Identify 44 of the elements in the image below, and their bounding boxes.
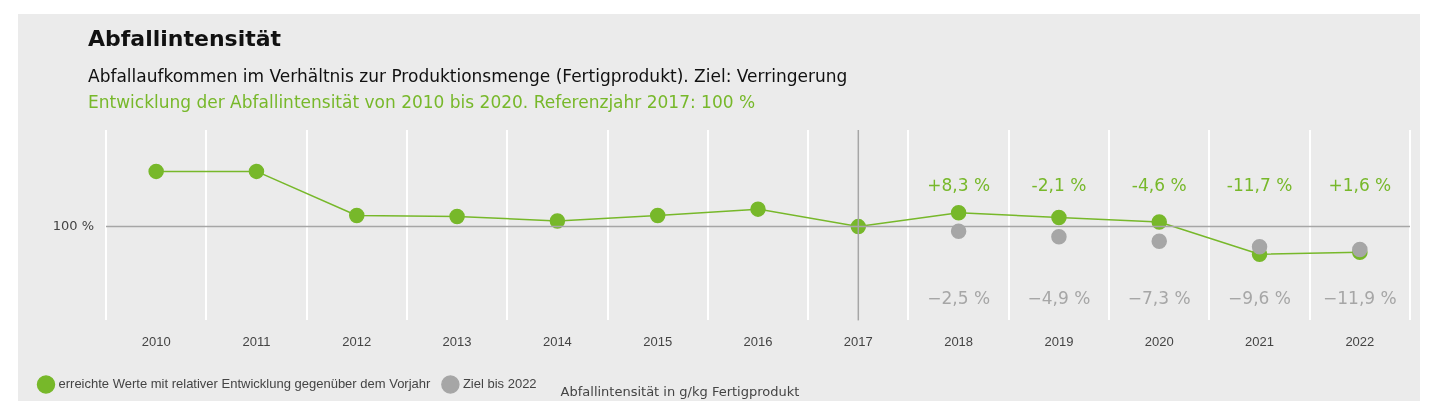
x-tick-label: 2019 bbox=[1044, 333, 1074, 349]
point bbox=[649, 207, 666, 224]
x-tick-label: 2016 bbox=[743, 333, 773, 349]
text: −4,9 % bbox=[1027, 288, 1091, 309]
chart-title: Abfallintensität bbox=[88, 26, 282, 51]
point bbox=[950, 205, 967, 221]
point bbox=[950, 223, 967, 239]
point bbox=[1051, 209, 1067, 226]
x-tick-label: 2011 bbox=[242, 333, 271, 349]
point bbox=[549, 213, 566, 229]
point bbox=[1051, 228, 1067, 245]
text: −11,9 % bbox=[1323, 288, 1397, 309]
x-tick-label: 2012 bbox=[342, 333, 372, 349]
x-tick-label: 2022 bbox=[1345, 333, 1375, 349]
annotation: -2,1 % bbox=[1031, 175, 1087, 196]
point bbox=[349, 207, 365, 224]
x-tick-label: 2020 bbox=[1144, 333, 1174, 349]
x-tick-label: 2013 bbox=[442, 333, 472, 349]
legend-label: erreichte Werte mit relativer Entwicklung gegenüber dem Vorjahr bbox=[58, 376, 432, 392]
point bbox=[1151, 233, 1167, 250]
x-tick-label: 2017 bbox=[843, 333, 873, 349]
point bbox=[248, 163, 265, 180]
legend-label: Ziel bis 2022 bbox=[462, 376, 537, 392]
x-tick-label: 2018 bbox=[944, 333, 974, 349]
point bbox=[449, 208, 465, 225]
text: Abfallintensität in g/kg Fertigprodukt bbox=[560, 384, 800, 399]
x-tick-label: 2010 bbox=[141, 333, 171, 349]
text: −9,6 % bbox=[1228, 288, 1291, 309]
text: Entwicklung der Abfallintensität von 2010 bis 2020. Referenzjahr 2017: 100 % bbox=[88, 92, 756, 112]
point bbox=[148, 163, 164, 180]
point bbox=[750, 201, 766, 217]
x-tick-label: 2014 bbox=[542, 333, 572, 349]
annotation: +8,3 % bbox=[927, 175, 991, 196]
text: −2,5 % bbox=[927, 288, 991, 309]
x-tick-label: 2015 bbox=[643, 333, 673, 349]
annotation: -4,6 % bbox=[1131, 175, 1187, 196]
chart-subtitle: Abfallaufkommen im Verhältnis zur Produktionsmenge (Fertigprodukt). Ziel: Verringerung bbox=[88, 66, 848, 86]
x-tick-label: 2021 bbox=[1245, 333, 1274, 349]
text: 100 % bbox=[52, 217, 94, 233]
point bbox=[1251, 239, 1268, 255]
annotation: -11,7 % bbox=[1226, 175, 1293, 196]
annotation: +1,6 % bbox=[1328, 175, 1392, 196]
text: −7,3 % bbox=[1127, 288, 1191, 309]
point bbox=[1151, 214, 1167, 230]
